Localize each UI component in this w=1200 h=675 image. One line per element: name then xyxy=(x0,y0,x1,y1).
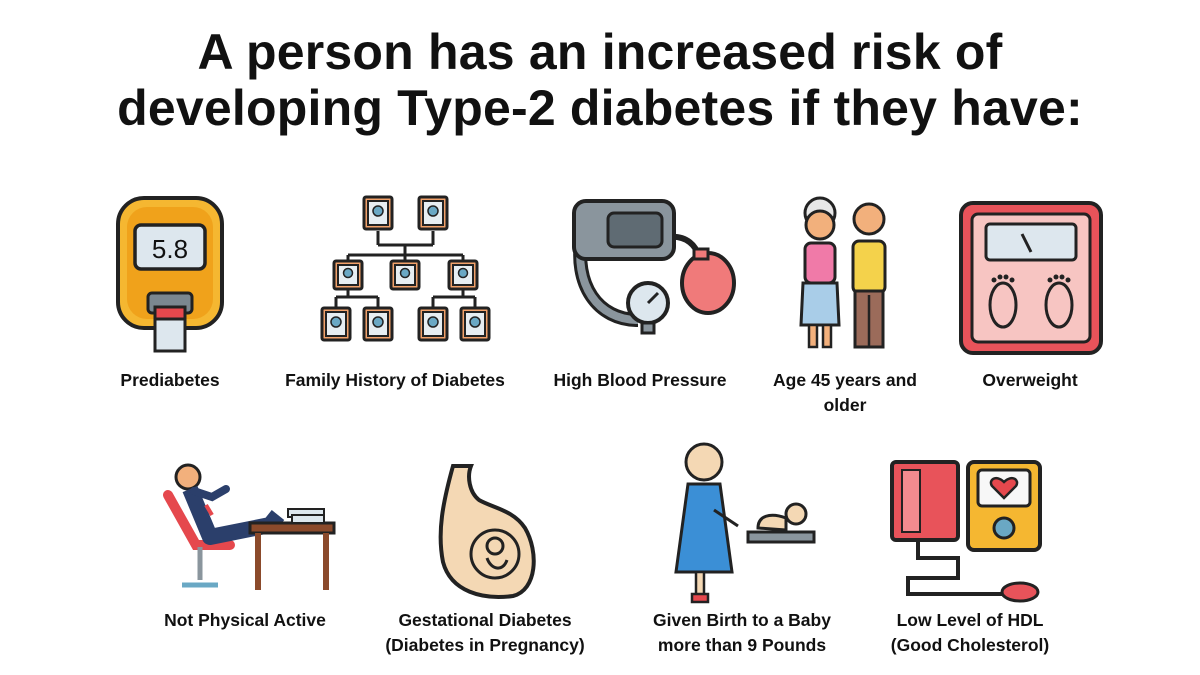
label-age: Age 45 years and older xyxy=(755,368,935,418)
label-gestational-line-2: (Diabetes in Pregnancy) xyxy=(385,635,585,655)
label-large-baby-line-2: more than 9 Pounds xyxy=(657,635,827,655)
label-prediabetes: Prediabetes xyxy=(120,370,220,390)
reclining-person-icon xyxy=(160,455,340,600)
page-title: A person has an increased risk of develo… xyxy=(0,24,1200,136)
label-family-history: Family History of Diabetes xyxy=(285,370,505,390)
title-line-1: A person has an increased risk of xyxy=(197,24,1003,80)
family-tree-icon xyxy=(318,193,493,353)
label-not-active: Not Physical Active xyxy=(164,610,326,630)
blood-pressure-monitor-icon xyxy=(888,458,1048,603)
blood-pressure-cuff-icon xyxy=(568,195,738,345)
label-low-hdl: Low Level of HDL (Good Cholesterol) xyxy=(860,608,1080,658)
svg-text:5.8: 5.8 xyxy=(152,234,188,264)
glucose-meter-icon: 5.8 xyxy=(115,195,225,355)
label-large-baby-line-1: Given Birth to a Baby xyxy=(653,610,831,630)
label-high-blood-pressure: High Blood Pressure xyxy=(553,370,727,390)
bathroom-scale-icon xyxy=(958,200,1104,356)
pregnant-belly-icon xyxy=(433,462,538,602)
elderly-couple-icon xyxy=(795,195,895,355)
label-gestational-line-1: Gestational Diabetes xyxy=(398,610,572,630)
mother-baby-icon xyxy=(670,440,820,605)
label-overweight: Overweight xyxy=(982,370,1078,390)
label-low-hdl-line-1: Low Level of HDL xyxy=(896,610,1044,630)
label-age-line-1: Age 45 years and xyxy=(773,370,917,390)
label-large-baby: Given Birth to a Baby more than 9 Pounds xyxy=(632,608,852,658)
label-low-hdl-line-2: (Good Cholesterol) xyxy=(890,635,1050,655)
title-line-2: developing Type-2 diabetes if they have: xyxy=(117,80,1083,136)
label-age-line-2: older xyxy=(823,395,867,415)
label-gestational-diabetes: Gestational Diabetes (Diabetes in Pregna… xyxy=(365,608,605,658)
